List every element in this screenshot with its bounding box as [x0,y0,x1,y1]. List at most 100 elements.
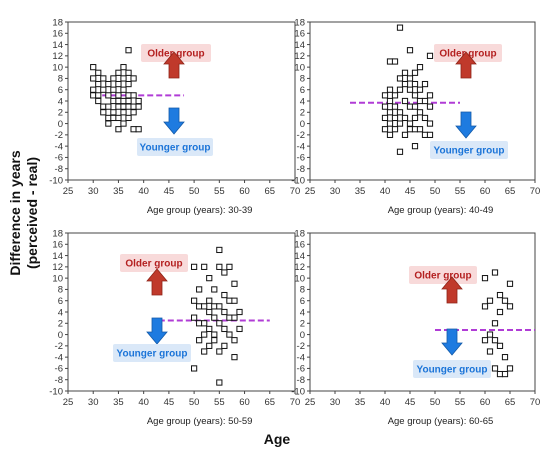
data-point [206,308,213,316]
data-point [115,80,122,88]
y-tick-label: -10 [49,386,63,397]
y-tick-label: 8 [300,74,305,85]
younger-group-label: Younger group [117,349,188,360]
data-point [391,103,399,110]
y-tick-label: 16 [294,240,305,251]
data-point [416,64,424,71]
data-point [396,24,404,31]
data-point [481,337,489,344]
data-point [90,92,97,99]
data-point [95,80,102,88]
data-point [206,297,213,304]
data-point [216,348,223,355]
older-label-bg [141,44,211,62]
x-tick-label: 35 [113,186,124,197]
y-tick-label: 0 [300,119,305,130]
data-point [211,303,218,310]
data-point [421,114,429,122]
data-point [496,308,504,316]
y-tick-label: 16 [52,240,63,251]
y-tick-label: -8 [297,375,305,386]
y-tick-label: 10 [52,273,63,284]
data-point [211,314,218,321]
x-tick-label: 50 [189,397,200,408]
data-point [221,308,228,316]
y-tick-label: 2 [58,108,63,119]
y-axis-title-line1: Difference in years [7,150,23,275]
data-point [125,47,132,54]
data-point [100,86,107,93]
data-point [115,69,122,76]
data-point [401,69,409,76]
data-point [120,97,127,105]
y-tick-label: 18 [52,17,63,28]
data-point [130,75,137,82]
y-tick-label: 2 [300,319,305,330]
data-point [386,131,394,138]
y-tick-label: 2 [58,319,63,330]
data-point [426,92,434,99]
data-point [100,75,107,82]
x-tick-label: 60 [239,186,250,197]
data-point [115,114,122,122]
data-point [206,325,213,333]
x-tick-label: 45 [164,186,175,197]
data-point [506,280,514,287]
data-point [221,342,228,349]
data-point [236,308,243,316]
data-point [120,120,127,127]
data-point [90,86,97,93]
x-tick-label: 45 [405,397,416,408]
data-point [201,348,208,355]
data-point [386,86,394,93]
data-point [411,80,419,88]
up-arrow-icon [146,268,168,296]
x-tick-label: 35 [355,186,366,197]
y-tick-label: 8 [58,285,63,296]
x-tick-label: 70 [290,186,301,197]
younger-label-bg [430,141,508,159]
younger-group-label: Younger group [140,143,211,154]
y-tick-label: 10 [52,62,63,73]
data-point [411,69,419,76]
x-tick-label: 70 [530,397,541,408]
x-tick-label: 65 [505,186,516,197]
data-point [411,92,419,99]
data-point [411,126,419,133]
data-point [201,331,208,338]
data-point [426,103,434,110]
data-point [130,92,137,99]
y-tick-label: 16 [52,29,63,40]
data-point [401,114,409,122]
data-point [110,75,117,82]
data-point [496,370,504,378]
data-point [95,69,102,76]
data-point [125,92,132,99]
data-point [105,114,112,122]
y-tick-label: 14 [52,40,63,51]
older-group-label: Older group [414,271,471,282]
data-point [421,80,429,88]
x-tick-label: 60 [239,397,250,408]
data-point [100,109,107,116]
data-point [486,297,494,304]
data-point [386,109,394,116]
y-tick-label: -2 [297,130,305,141]
y-tick-label: -6 [297,364,305,375]
older-group-label: Older group [125,259,182,270]
data-point [231,297,238,304]
data-point [105,92,112,99]
y-tick-label: 0 [58,119,63,130]
y-tick-label: 8 [300,285,305,296]
data-point [426,52,434,59]
data-point [221,325,228,333]
y-tick-label: -4 [55,352,63,363]
data-point [236,325,243,333]
y-tick-label: 14 [294,251,305,262]
data-point [386,58,394,65]
data-point [216,379,223,386]
y-tick-label: 0 [300,330,305,341]
x-tick-label: 70 [290,397,301,408]
data-point [506,365,514,372]
